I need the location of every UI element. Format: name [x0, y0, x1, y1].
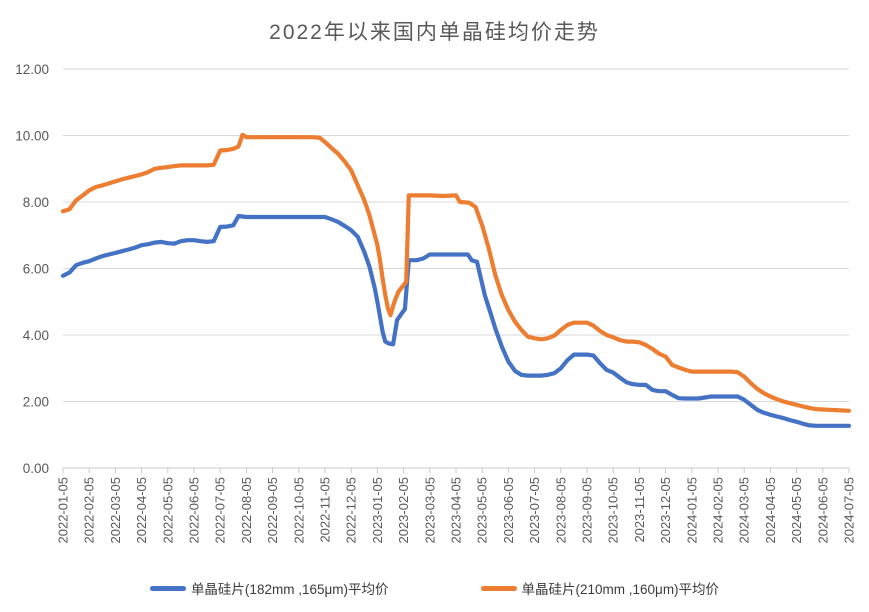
x-tick-label: 2022-02-05 — [82, 477, 97, 544]
y-tick-label: 8.00 — [23, 195, 49, 210]
y-tick-label: 0.00 — [23, 461, 49, 476]
x-tick-label: 2022-03-05 — [108, 477, 123, 544]
y-tick-label: 4.00 — [23, 328, 49, 343]
x-tick-label: 2023-05-05 — [475, 477, 490, 544]
plot-area: 0.00 2.00 4.00 6.00 8.00 10.00 12.00 2022-01-05… — [15, 62, 857, 544]
series-line-182mm — [60, 213, 852, 428]
legend-swatch-210mm-line — [480, 585, 517, 591]
legend-swatch-182mm-line — [149, 585, 186, 591]
x-tick-label: 2023-10-05 — [606, 477, 621, 544]
x-tick-label: 2023-06-05 — [501, 477, 516, 544]
x-tick-label: 2022-12-05 — [344, 477, 359, 544]
chart-title: 2022年以来国内单晶硅均价走势 — [269, 21, 600, 44]
x-tick-label: 2022-04-05 — [134, 477, 149, 544]
x-tick-label: 2022-11-05 — [318, 477, 333, 543]
x-tick-label: 2024-04-05 — [763, 477, 778, 544]
x-tick-label: 2022-01-05 — [56, 477, 71, 544]
x-tick-label: 2023-11-05 — [632, 477, 647, 543]
series-line-210mm — [60, 132, 852, 413]
x-tick-label: 2022-10-05 — [291, 477, 306, 544]
x-tick-label: 2024-03-05 — [737, 477, 752, 544]
x-tick-label: 2023-07-05 — [527, 477, 542, 544]
x-tick-label: 2024-02-05 — [711, 477, 726, 544]
x-tick-label: 2023-08-05 — [553, 477, 568, 544]
y-tick-label: 12.00 — [15, 62, 49, 77]
legend-label-210mm: 单晶硅片(210mm ,160μm)平均价 — [521, 582, 720, 597]
x-tick-label: 2023-12-05 — [658, 477, 673, 544]
x-tick-label: 2022-07-05 — [213, 477, 228, 544]
x-tick-label: 2023-03-05 — [422, 477, 437, 544]
y-tick-label: 6.00 — [23, 262, 49, 277]
x-tick-label: 2023-09-05 — [580, 477, 595, 544]
x-tick-label: 2024-01-05 — [684, 477, 699, 544]
x-tick-label: 2023-02-05 — [396, 477, 411, 544]
x-tick-label: 2022-06-05 — [187, 477, 202, 544]
x-tick-label: 2024-07-05 — [842, 477, 857, 544]
x-tick-label: 2022-08-05 — [239, 477, 254, 544]
legend-item-210mm: 单晶硅片(210mm ,160μm)平均价 — [480, 578, 720, 598]
x-tick-label: 2024-05-05 — [789, 477, 804, 544]
legend-label-182mm: 单晶硅片(182mm ,165μm)平均价 — [190, 582, 389, 597]
y-tick-label: 10.00 — [15, 129, 49, 144]
x-tick-label: 2023-01-05 — [370, 477, 385, 544]
legend-item-182mm: 单晶硅片(182mm ,165μm)平均价 — [149, 578, 389, 598]
x-tick-label: 2022-09-05 — [265, 477, 280, 544]
legend: 单晶硅片(182mm ,165μm)平均价 单晶硅片(210mm ,160μm)… — [0, 578, 869, 598]
x-tick-label: 2022-05-05 — [160, 477, 175, 544]
x-tick-label: 2023-04-05 — [449, 477, 464, 544]
x-tick-label: 2024-06-05 — [815, 477, 830, 544]
y-tick-label: 2.00 — [23, 395, 49, 410]
